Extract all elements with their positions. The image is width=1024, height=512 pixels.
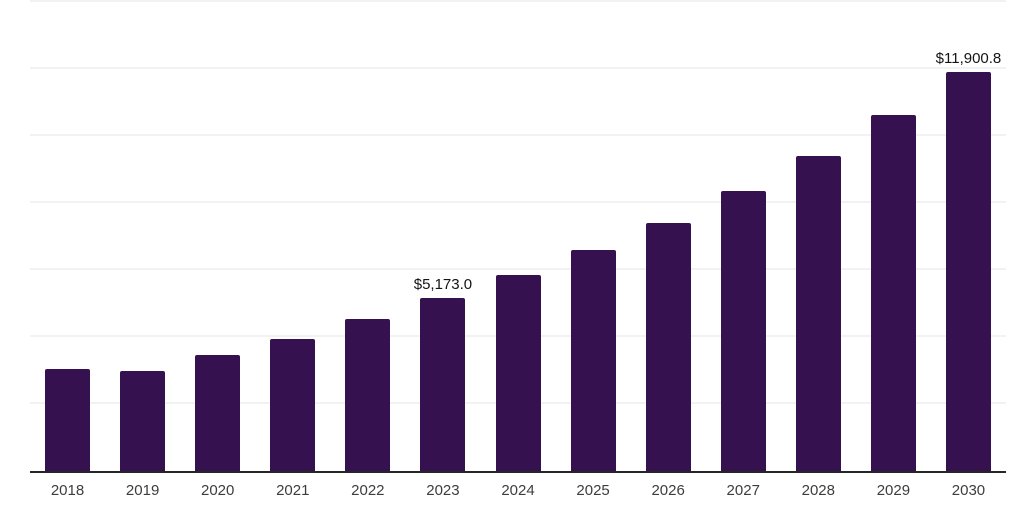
- bar-slot: [556, 2, 631, 471]
- x-tick-label: 2029: [876, 482, 911, 499]
- x-tick-label: 2019: [125, 482, 160, 499]
- bar-2021: [270, 338, 316, 471]
- bars-layer: $5,173.0 $11,900.8: [30, 2, 1006, 471]
- bar-slot: [480, 2, 555, 471]
- bar-2026: [645, 223, 691, 471]
- x-tick-label: 2028: [801, 482, 835, 499]
- bar-2020: [195, 355, 241, 471]
- gridline: [30, 0, 1006, 2]
- bar-slot: [706, 2, 781, 471]
- bar-slot: [330, 2, 405, 471]
- bar-2030: [945, 72, 991, 471]
- x-axis-labels: 2018 2019 2020 2021 2022 2023 2024 2025 2026 2027…: [30, 481, 1006, 501]
- x-tick-label: 2027: [726, 482, 760, 499]
- bar-slot: $5,173.0: [405, 2, 480, 471]
- x-tick-label: 2020: [201, 482, 235, 499]
- bar-slot: [856, 2, 931, 471]
- bar-slot: [180, 2, 255, 471]
- bar-2019: [120, 370, 166, 471]
- x-tick-label: 2023: [426, 482, 460, 499]
- x-tick-label: 2030: [951, 482, 986, 499]
- x-axis-line: [30, 471, 1006, 473]
- bar-value-label: $5,173.0: [413, 275, 473, 293]
- bar-value-label: $11,900.8: [935, 50, 1002, 68]
- plot-area: $5,173.0 $11,900.8: [30, 0, 1006, 473]
- bar-2025: [570, 250, 616, 471]
- bar-slot: [255, 2, 330, 471]
- bar-2022: [345, 318, 391, 471]
- bar-slot: [30, 2, 105, 471]
- bar-2024: [495, 275, 541, 471]
- bar-slot: [781, 2, 856, 471]
- bar-2028: [795, 156, 841, 471]
- x-tick-label: 2025: [576, 482, 610, 499]
- bar-slot: [631, 2, 706, 471]
- x-tick-label: 2021: [276, 482, 310, 499]
- gridline: [30, 67, 1006, 69]
- x-tick-label: 2018: [50, 482, 85, 499]
- gridline: [30, 268, 1006, 270]
- bar-2018: [45, 368, 91, 471]
- bar-2023: [420, 297, 466, 471]
- bar-2027: [720, 191, 766, 471]
- bar-2029: [870, 115, 916, 471]
- x-tick-label: 2024: [501, 482, 535, 499]
- gridline: [30, 134, 1006, 136]
- gridline: [30, 201, 1006, 203]
- x-tick-label: 2026: [651, 482, 685, 499]
- bar-slot: [105, 2, 180, 471]
- bar-slot: $11,900.8: [931, 2, 1006, 471]
- x-tick-label: 2022: [351, 482, 385, 499]
